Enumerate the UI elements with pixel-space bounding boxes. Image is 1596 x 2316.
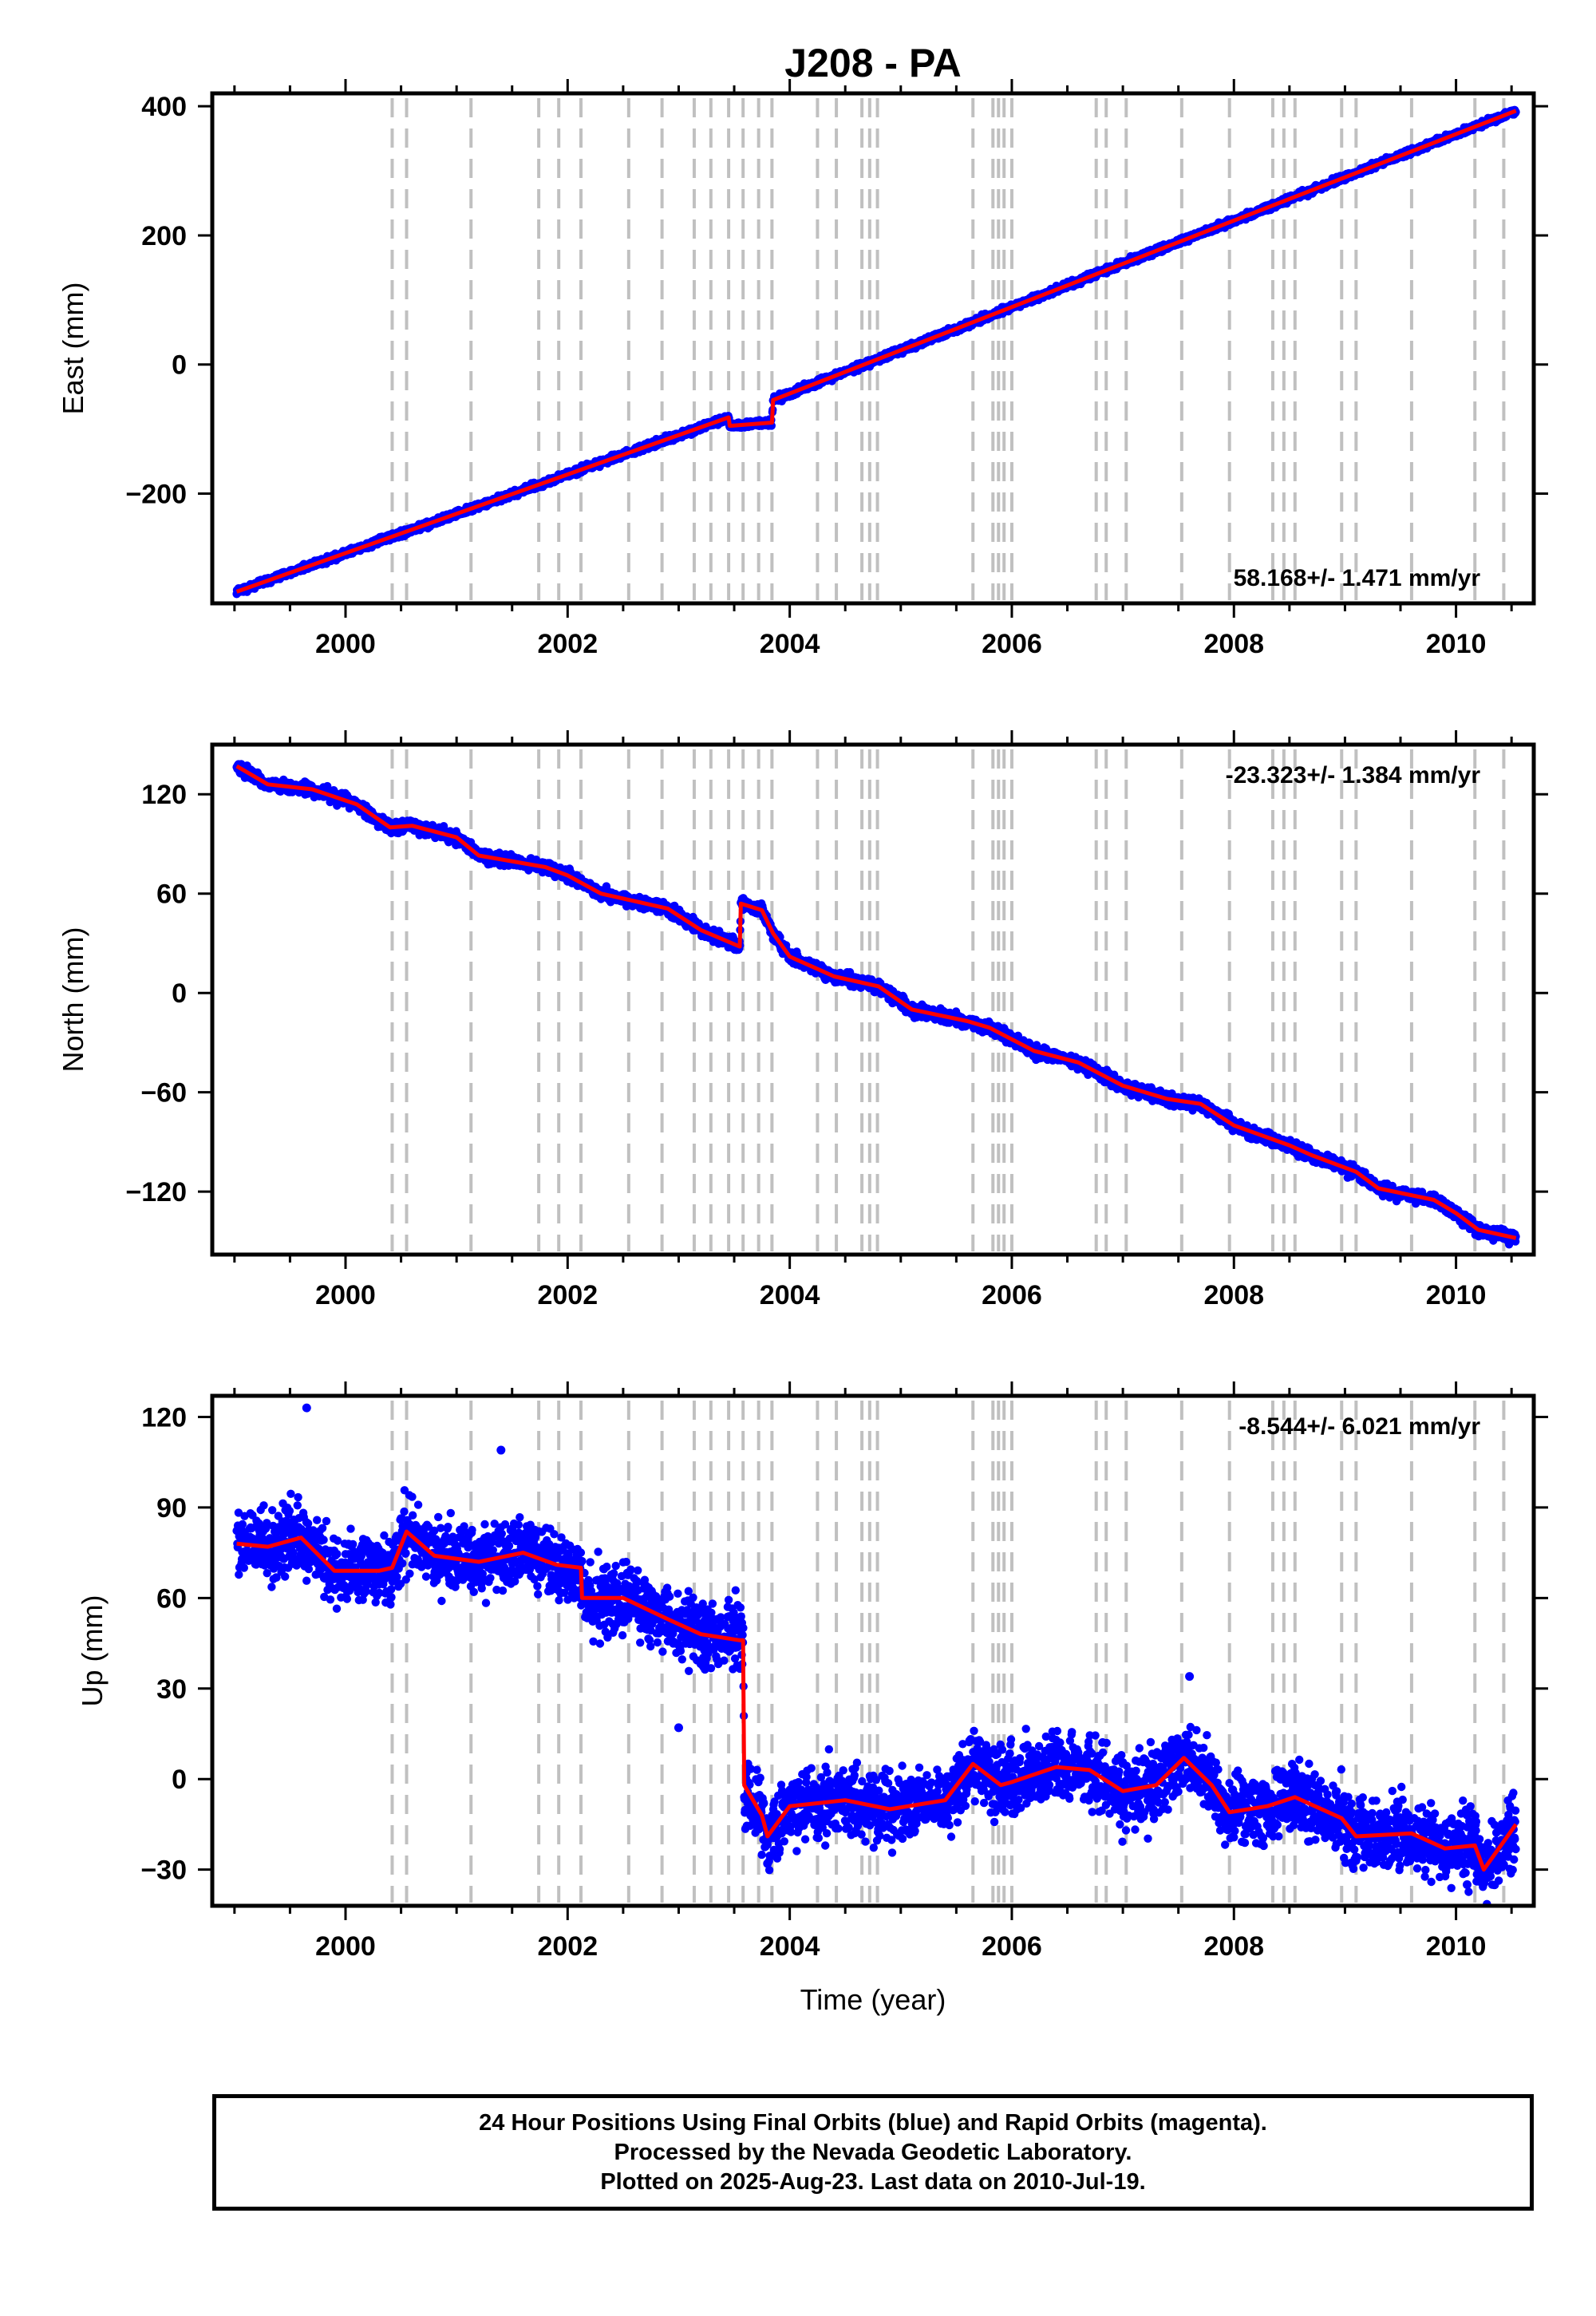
north-event-lines [390, 749, 1506, 1251]
x-tick-label: 2008 [1203, 629, 1264, 659]
x-tick-label: 2006 [982, 629, 1042, 659]
east-event-lines [390, 98, 1506, 600]
y-tick-label: 200 [141, 221, 187, 251]
east-rate-label: 58.168+/- 1.471 mm/yr [1234, 565, 1481, 591]
north-panel: 2000 2002 2004 2006 2008 2010−120−60060120Nor… [57, 730, 1548, 1310]
y-tick-label: 0 [172, 350, 187, 381]
east-y-axis: −200 0 200 400 [125, 92, 1548, 509]
x-tick-label: 2004 [760, 629, 820, 659]
y-tick-label: −200 [125, 479, 187, 509]
east-model-line [235, 109, 1517, 594]
y-tick-label: 400 [141, 92, 187, 122]
x-tick-label: 2002 [537, 629, 598, 659]
east-panel: 2000 2002 2004 2006 2008 2010 −200 0 200 400 East … [57, 79, 1548, 659]
east-frame [210, 91, 1536, 606]
x-tick-label: 2000 [315, 629, 376, 659]
east-y-axis-label: East (mm) [57, 283, 89, 415]
x-tick-label: 2010 [1426, 629, 1487, 659]
chart-title: J208 - PA [784, 41, 961, 85]
east-x-axis: 2000 2002 2004 2006 2008 2010 [233, 79, 1513, 659]
